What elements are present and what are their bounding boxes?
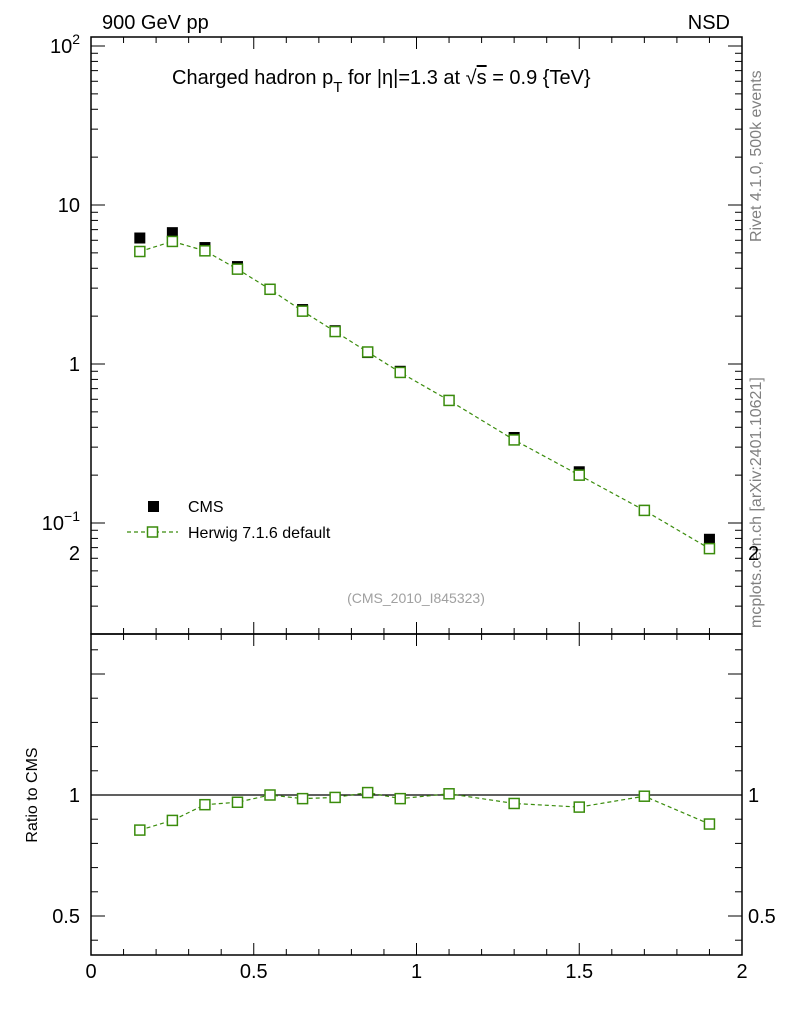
ratio-tick-label-right: 1 (748, 785, 759, 807)
mc-point (231, 263, 244, 275)
ratio-point (508, 797, 520, 810)
ratio-tick-label-left: 1 (69, 785, 80, 807)
chart-title: Charged hadron pT for |η|=1.3 at √s = 0.… (172, 67, 591, 96)
process-label: NSD (688, 12, 730, 34)
y-tick-base: 1 (69, 354, 80, 376)
ratio-point (199, 798, 211, 811)
legend-marker-cms (148, 501, 159, 512)
title-main: Charged hadron p (172, 67, 333, 89)
ratio-tick-label-right: 0.5 (748, 906, 776, 928)
cms-point (703, 533, 715, 545)
mc-point (638, 504, 651, 517)
legend-label-mc: Herwig 7.1.6 default (188, 525, 331, 542)
title-sub: T (333, 79, 342, 96)
ratio-axis-label: Ratio to CMS (24, 747, 41, 842)
mcplots-label: mcplots.cern.ch [arXiv:2401.10621] (748, 377, 765, 628)
ratio-point (703, 818, 716, 830)
cms-point (134, 232, 146, 244)
y-tick-label: 10−1 (42, 508, 80, 535)
x-tick-label: 1.5 (565, 961, 593, 983)
rivet-label: Rivet 4.1.0, 500k events (748, 70, 765, 242)
ratio-point (134, 824, 146, 836)
title-root: √ (466, 67, 477, 89)
mc-point (134, 245, 146, 258)
y-tick-label: 1 (69, 354, 80, 376)
title-tail: = 0.9 {TeV} (487, 67, 591, 89)
y-tick-base: 10 (50, 36, 72, 58)
ratio-tick-label-right: 2 (748, 543, 759, 565)
legend-label-cms: CMS (188, 499, 224, 516)
x-tick-label: 0.5 (240, 961, 268, 983)
ratio-point (231, 796, 244, 809)
x-tick-label: 0 (85, 961, 96, 983)
ratio-tick-label-left: 0.5 (52, 906, 80, 928)
mc-point (264, 283, 276, 296)
mc-point (329, 325, 341, 338)
mc-points (134, 235, 716, 555)
ratio-point (443, 788, 455, 800)
mc-point (443, 394, 455, 407)
ratio-point (166, 814, 179, 827)
cms-point (166, 227, 178, 239)
y-tick-label: 10 (58, 195, 80, 217)
mc-point (199, 245, 211, 257)
mc-line (139, 240, 710, 550)
mc-point (166, 235, 179, 248)
title-mid: for |η|=1.3 at (342, 67, 465, 89)
y-tick-label: 102 (50, 31, 80, 58)
ratio-point (394, 792, 406, 805)
ratio-point (361, 786, 374, 799)
ratio-line (139, 791, 710, 831)
ratio-point (573, 801, 585, 813)
mc-point (394, 366, 406, 379)
y-tick-base: 10 (42, 513, 64, 535)
mc-point (508, 434, 520, 446)
mc-point (703, 542, 716, 555)
ratio-point (264, 789, 276, 801)
energy-label: 900 GeV pp (102, 12, 209, 34)
ratio-point (296, 792, 309, 805)
y-tick-exponent: −1 (64, 508, 80, 524)
main-panel-frame (90, 36, 743, 635)
ratio-series (91, 786, 742, 836)
ratio-tick-label-left: 2 (69, 543, 80, 565)
axis-ticks (90, 37, 743, 955)
ratio-point (638, 790, 651, 802)
y-tick-exponent: 2 (72, 31, 80, 47)
x-tick-label: 1 (411, 961, 422, 983)
mc-point (296, 305, 309, 317)
y-tick-base: 10 (58, 195, 80, 217)
mc-series-line (139, 240, 710, 550)
mc-point (573, 469, 585, 481)
x-tick-label: 2 (736, 961, 747, 983)
reference-label: (CMS_2010_I845323) (347, 590, 485, 606)
legend-marker-mc (146, 526, 159, 538)
mc-point (361, 346, 374, 358)
title-s: s (477, 67, 487, 89)
ratio-point (329, 791, 341, 804)
